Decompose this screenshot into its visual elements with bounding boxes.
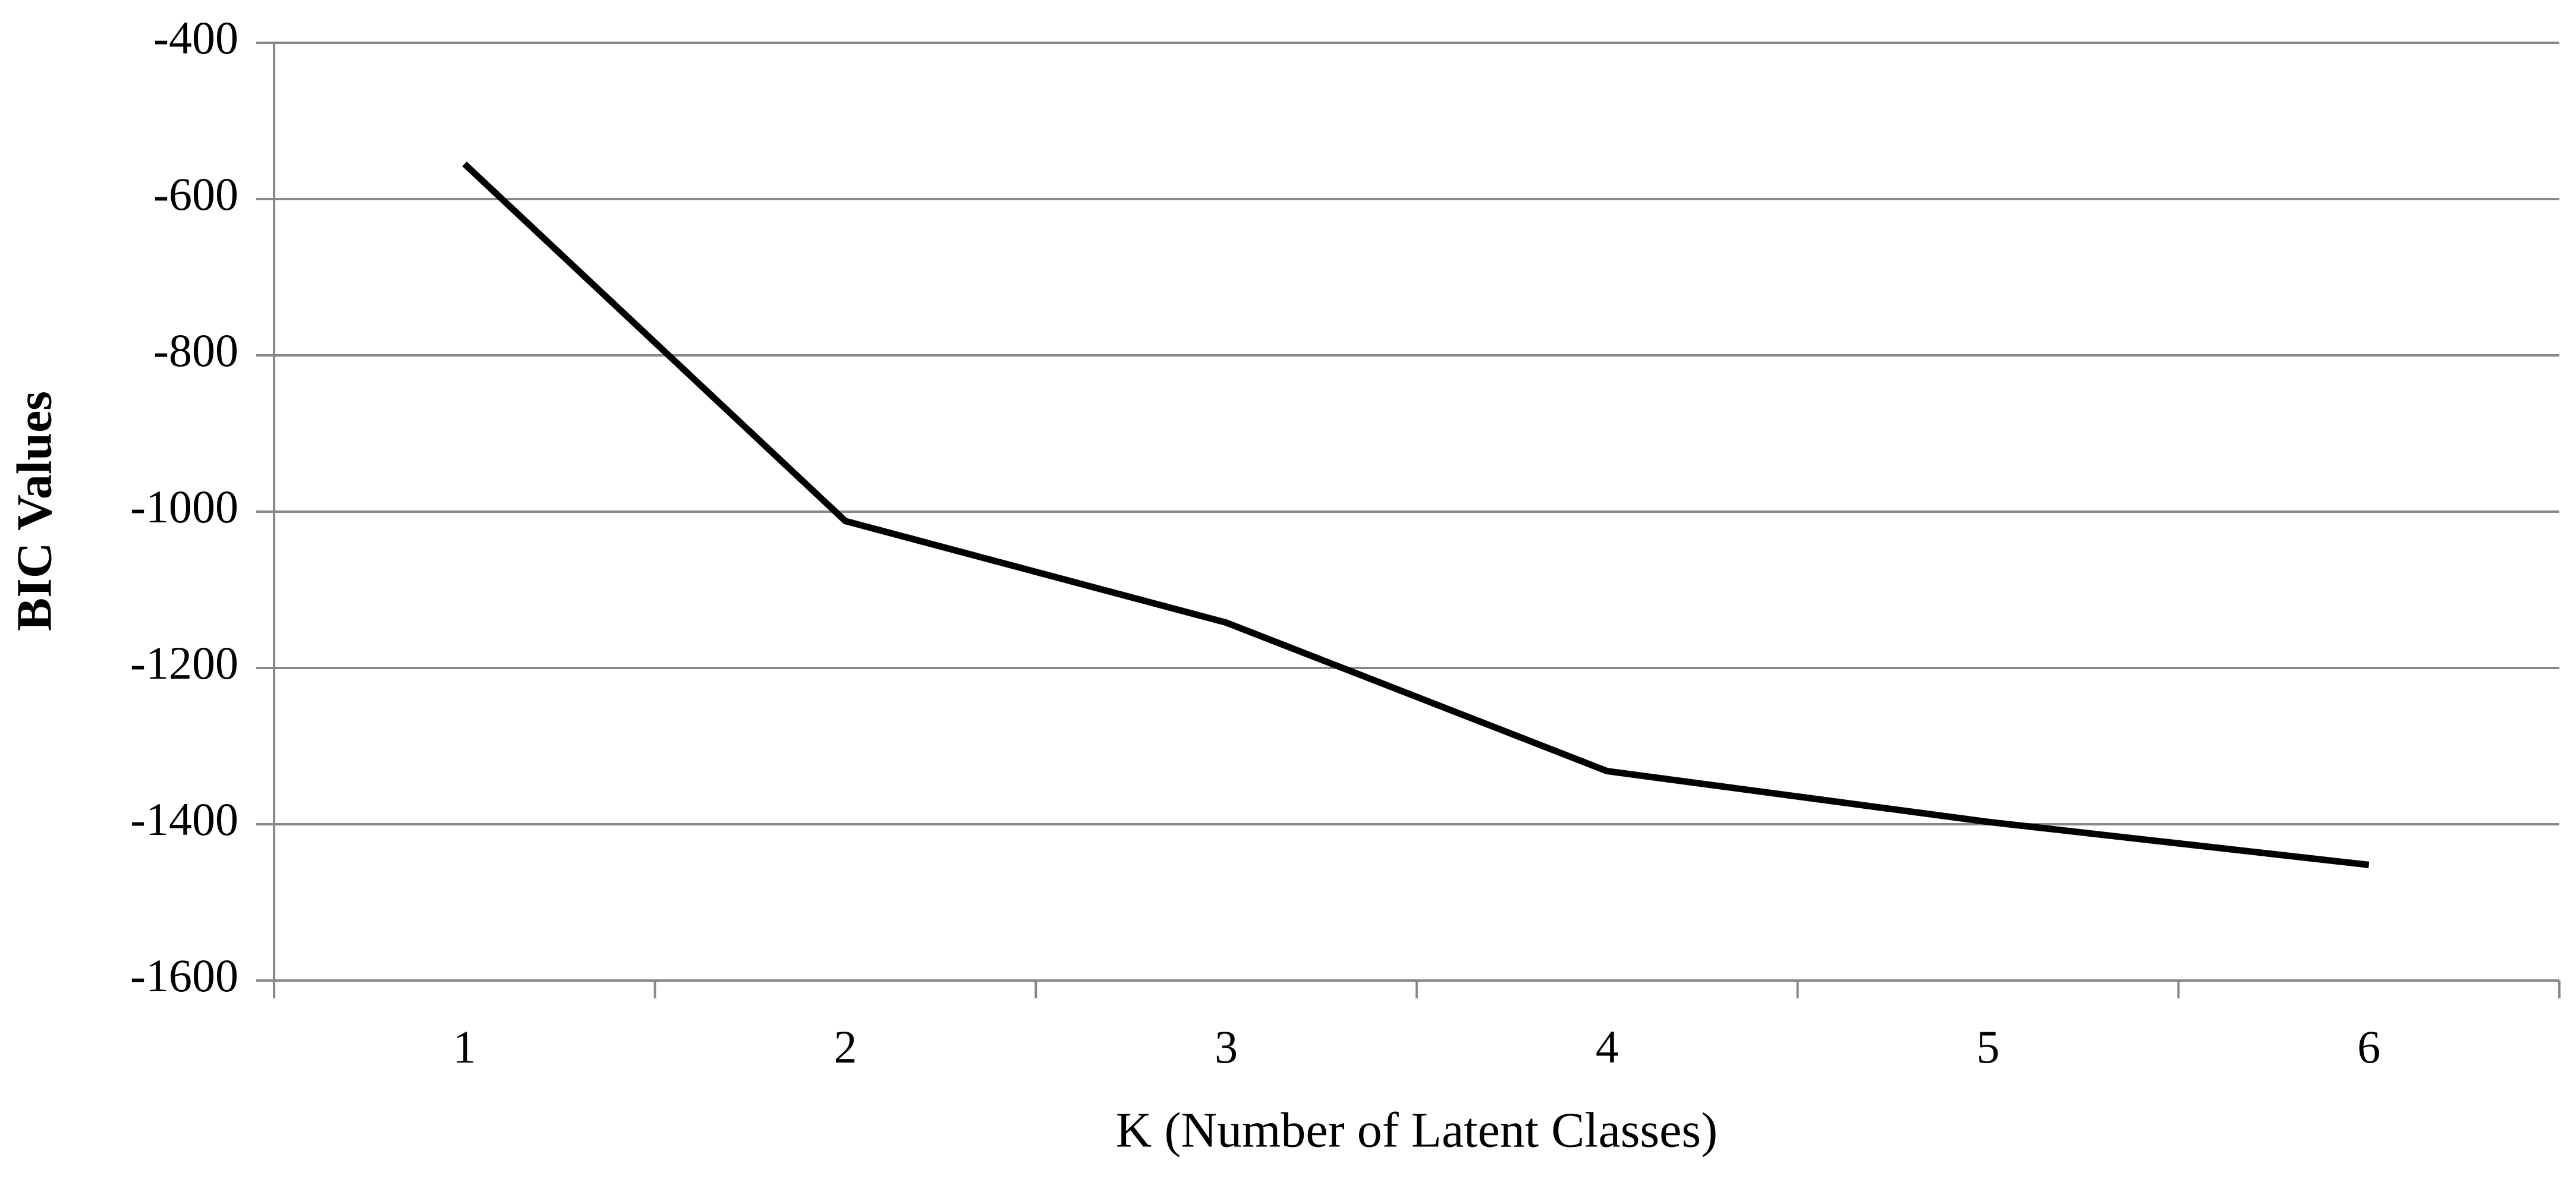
y-tick-label: -800: [153, 324, 238, 376]
y-tick-label: -400: [153, 12, 238, 64]
y-tick-label: -1200: [130, 637, 238, 689]
y-tick-label: -1600: [130, 950, 238, 1001]
x-tick-label: 2: [834, 1021, 857, 1073]
x-tick-label: 5: [1977, 1021, 2000, 1073]
x-tick-label: 3: [1215, 1021, 1238, 1073]
x-tick-label: 4: [1596, 1021, 1619, 1073]
x-tick-label: 6: [2357, 1021, 2380, 1073]
x-axis-title: K (Number of Latent Classes): [1116, 1102, 1718, 1158]
y-axis-title: BIC Values: [7, 391, 62, 631]
x-tick-label: 1: [453, 1021, 476, 1073]
y-tick-label: -600: [153, 168, 238, 220]
data-line: [462, 161, 2370, 868]
y-tick-label: -1400: [130, 793, 238, 845]
y-tick-label: -1000: [130, 481, 238, 532]
